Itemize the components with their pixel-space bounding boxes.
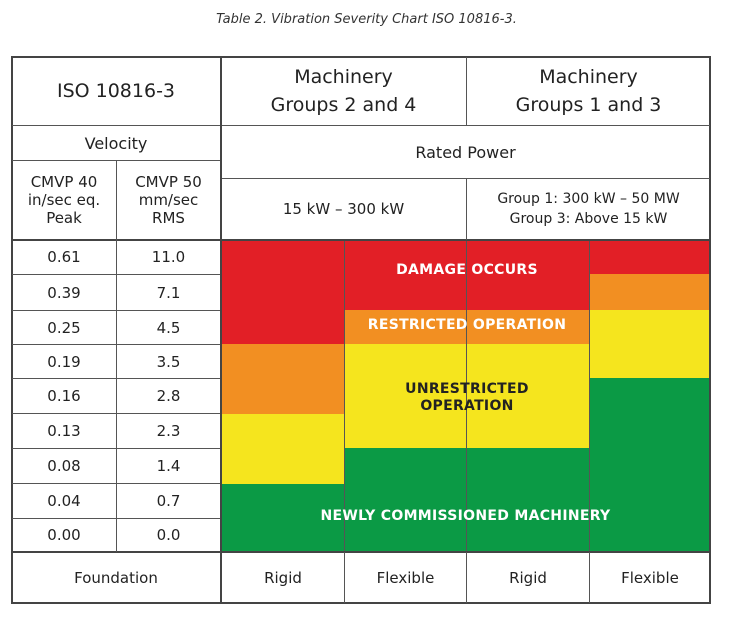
grid-line (344, 552, 345, 603)
table-cell: 0.0 (156, 526, 181, 544)
grid-line (12, 551, 710, 553)
table-cell: 4.5 (156, 318, 181, 337)
footer-flexible-g13: Flexible (621, 569, 679, 587)
zone-label-restricted: RESTRICTED OPERATION (367, 317, 567, 333)
table-cell: 3.5 (156, 352, 181, 371)
grid-line (116, 160, 117, 552)
zone-newly-g24-rigid (222, 484, 345, 552)
table-cell: 0.39 (47, 283, 81, 302)
table-cell: 0.00 (47, 526, 81, 544)
severity-table (11, 56, 711, 604)
grid-line (12, 125, 221, 126)
zone-damage-g24-rigid (222, 240, 345, 344)
table-cell: 2.8 (156, 387, 181, 405)
footer-flexible-g24: Flexible (376, 569, 435, 587)
table-cell: 0.13 (47, 422, 81, 440)
table-cell: 0.61 (47, 248, 81, 266)
zone-damage-g13-flexible (589, 240, 709, 274)
zone-label-newly: NEWLY COMMISSIONED MACHINERY (320, 508, 611, 524)
zone-newly-g13-flexible (589, 378, 709, 552)
grid-line (466, 552, 467, 603)
grid-line (220, 57, 222, 603)
zone-restricted-g24-rigid (222, 344, 345, 414)
zone-divider (344, 240, 345, 552)
grid-line (466, 178, 467, 240)
table-cell: 1.4 (156, 457, 181, 475)
zone-unrestricted-g13-flexible (589, 310, 709, 378)
header-col-mm-sec: CMVP 50 mm/sec RMS (135, 173, 202, 227)
grid-line (589, 552, 590, 603)
zone-unrestricted-center (345, 344, 589, 448)
table-cell: 0.08 (47, 457, 81, 475)
zone-label-unrestricted: UNRESTRICTED OPERATION (405, 381, 529, 414)
footer-rigid-g13: Rigid (509, 569, 547, 587)
zone-divider (466, 240, 467, 552)
grid-line (221, 178, 710, 179)
footer-rigid-g24: Rigid (264, 569, 302, 587)
header-power-2-4: 15 kW – 300 kW (282, 200, 405, 218)
header-standard: ISO 10816-3 (56, 80, 176, 102)
table-caption: Table 2. Vibration Severity Chart ISO 10… (216, 12, 517, 27)
header-col-in-sec: CMVP 40 in/sec eq. Peak (27, 173, 101, 227)
table-cell: 0.04 (47, 492, 81, 510)
grid-line (12, 239, 710, 241)
table-cell: 0.16 (47, 387, 81, 405)
zone-label-damage: DAMAGE OCCURS (396, 262, 538, 278)
header-groups-1-3: Machinery Groups 1 and 3 (515, 66, 662, 116)
table-cell: 0.19 (47, 352, 81, 371)
zone-divider (589, 240, 590, 552)
table-cell: 7.1 (156, 283, 181, 302)
header-groups-2-4: Machinery Groups 2 and 4 (270, 66, 417, 116)
table-cell: 0.25 (47, 318, 81, 337)
header-velocity: Velocity (84, 133, 148, 153)
footer-foundation: Foundation (74, 569, 158, 587)
zone-restricted-g13-flexible (589, 274, 709, 310)
header-power-1-3: Group 1: 300 kW – 50 MW Group 3: Above 1… (497, 191, 680, 227)
grid-line (466, 57, 467, 126)
table-cell: 0.7 (156, 492, 181, 510)
table-cell: 2.3 (156, 422, 181, 440)
zone-unrestricted-g24-rigid (222, 414, 345, 484)
zone-damage-center (345, 240, 589, 310)
grid-line (221, 125, 710, 126)
header-rated-power: Rated Power (415, 142, 516, 162)
table-cell: 11.0 (151, 248, 186, 266)
zone-newly-center (345, 448, 589, 552)
zone-restricted-center (345, 310, 589, 344)
